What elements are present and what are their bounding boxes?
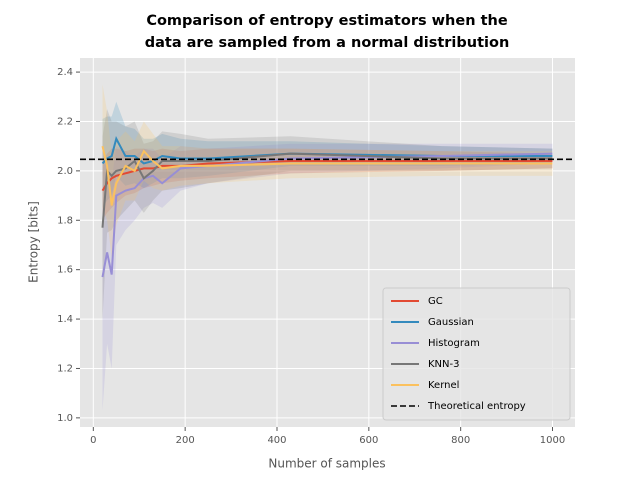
legend-label: GC [428, 296, 443, 307]
y-tick-label: 1.8 [57, 215, 73, 226]
legend-box [382, 287, 571, 421]
x-axis-label: Number of samples [268, 457, 385, 471]
legend-label: Histogram [428, 338, 480, 349]
confidence-band [102, 84, 553, 258]
x-tick-label: 400 [267, 435, 286, 446]
legend-label: Gaussian [428, 317, 474, 328]
series-line [101, 152, 553, 278]
x-tick-label: 800 [451, 435, 470, 446]
confidence-band [102, 143, 553, 411]
x-tick-label: 1000 [540, 435, 565, 446]
y-tick-label: 1.2 [57, 363, 73, 374]
series-line [101, 145, 553, 206]
legend-label: KNN-3 [428, 359, 460, 370]
x-tick-label: 0 [90, 435, 96, 446]
y-tick-label: 1.6 [57, 265, 73, 276]
y-tick-label: 2.4 [57, 67, 73, 78]
y-tick-label: 2.0 [57, 166, 73, 177]
series-line [101, 159, 553, 192]
legend-label: Kernel [428, 380, 459, 391]
x-tick-label: 200 [176, 435, 195, 446]
y-tick-label: 1.4 [57, 314, 73, 325]
y-tick-label: 2.2 [57, 116, 73, 127]
series-line [101, 152, 553, 228]
legend-label: Theoretical entropy [427, 401, 526, 412]
x-tick-label: 600 [359, 435, 378, 446]
chart-title: data are sampled from a normal distribut… [145, 35, 510, 51]
chart-title: Comparison of entropy estimators when th… [146, 13, 508, 29]
y-tick-label: 1.0 [57, 413, 73, 424]
y-axis-label: Entropy [bits] [27, 201, 41, 283]
